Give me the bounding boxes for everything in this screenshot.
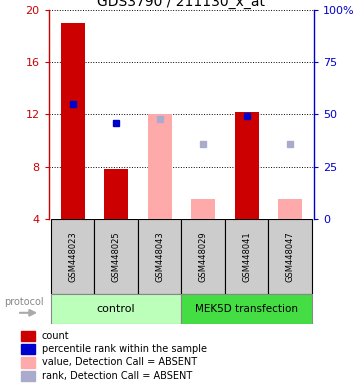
Text: GSM448047: GSM448047 <box>286 231 295 282</box>
Bar <box>95 219 138 294</box>
Bar <box>61 23 84 219</box>
Text: GSM448041: GSM448041 <box>242 231 251 281</box>
Title: GDS3790 / 211130_x_at: GDS3790 / 211130_x_at <box>97 0 265 8</box>
Text: control: control <box>97 304 135 314</box>
Text: protocol: protocol <box>4 297 44 307</box>
Bar <box>138 219 182 294</box>
Bar <box>225 219 268 294</box>
Bar <box>21 344 35 354</box>
Text: percentile rank within the sample: percentile rank within the sample <box>42 344 206 354</box>
Bar <box>21 331 35 341</box>
Bar <box>51 294 182 324</box>
Bar <box>278 199 302 219</box>
Text: value, Detection Call = ABSENT: value, Detection Call = ABSENT <box>42 358 197 367</box>
Bar <box>21 371 35 381</box>
Bar <box>191 199 215 219</box>
Text: GSM448025: GSM448025 <box>112 231 121 281</box>
Bar <box>21 357 35 367</box>
Text: GSM448023: GSM448023 <box>68 231 77 282</box>
Text: GSM448029: GSM448029 <box>199 231 208 281</box>
Bar <box>182 294 312 324</box>
Text: count: count <box>42 331 69 341</box>
Bar <box>235 112 258 219</box>
Bar <box>148 114 171 219</box>
Bar <box>182 219 225 294</box>
Bar <box>104 169 128 219</box>
Bar <box>51 219 95 294</box>
Text: rank, Detection Call = ABSENT: rank, Detection Call = ABSENT <box>42 371 192 381</box>
Text: MEK5D transfection: MEK5D transfection <box>195 304 298 314</box>
Text: GSM448043: GSM448043 <box>155 231 164 282</box>
Bar <box>268 219 312 294</box>
